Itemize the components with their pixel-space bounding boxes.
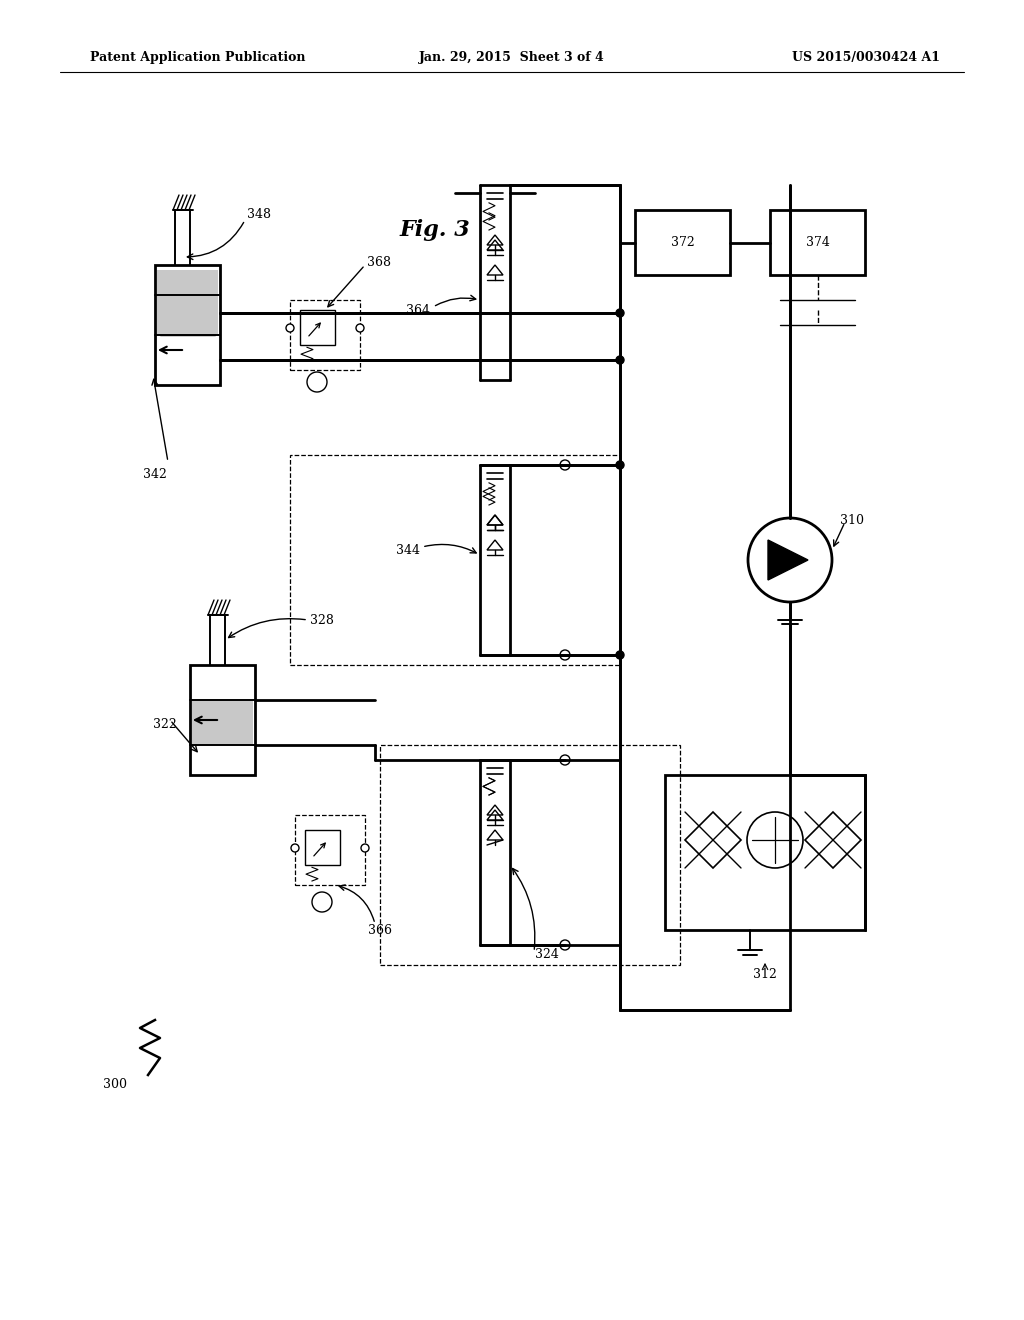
Bar xyxy=(290,300,360,370)
Text: 344: 344 xyxy=(396,544,420,557)
Text: 310: 310 xyxy=(840,513,864,527)
Bar xyxy=(290,455,620,665)
Circle shape xyxy=(748,517,831,602)
Circle shape xyxy=(307,372,327,392)
Text: 348: 348 xyxy=(247,209,271,222)
Text: 312: 312 xyxy=(753,969,777,982)
Circle shape xyxy=(560,459,570,470)
Text: Patent Application Publication: Patent Application Publication xyxy=(90,51,305,65)
Text: 364: 364 xyxy=(406,304,430,317)
Circle shape xyxy=(616,651,624,659)
Circle shape xyxy=(560,649,570,660)
Text: 324: 324 xyxy=(535,949,559,961)
Bar xyxy=(305,830,340,865)
Bar xyxy=(193,700,253,744)
Bar xyxy=(665,775,865,931)
Circle shape xyxy=(286,323,294,333)
Circle shape xyxy=(560,755,570,766)
Bar xyxy=(190,665,255,775)
Bar xyxy=(380,744,680,965)
Circle shape xyxy=(356,323,364,333)
Text: 368: 368 xyxy=(367,256,391,268)
Circle shape xyxy=(312,892,332,912)
Text: 328: 328 xyxy=(310,614,334,627)
Text: US 2015/0030424 A1: US 2015/0030424 A1 xyxy=(792,51,940,65)
Circle shape xyxy=(616,461,624,469)
Text: 372: 372 xyxy=(671,236,694,249)
Circle shape xyxy=(560,940,570,950)
Text: 300: 300 xyxy=(103,1078,127,1092)
Bar xyxy=(635,210,730,275)
Text: 322: 322 xyxy=(154,718,177,731)
Text: 366: 366 xyxy=(368,924,392,936)
Text: 374: 374 xyxy=(806,236,829,249)
Text: 342: 342 xyxy=(143,469,167,482)
Bar xyxy=(157,271,218,335)
Text: Jan. 29, 2015  Sheet 3 of 4: Jan. 29, 2015 Sheet 3 of 4 xyxy=(419,51,605,65)
Circle shape xyxy=(291,843,299,851)
Polygon shape xyxy=(768,540,808,579)
Circle shape xyxy=(361,843,369,851)
Bar xyxy=(155,265,220,385)
Bar xyxy=(300,310,335,345)
Text: Fig. 3: Fig. 3 xyxy=(399,219,470,242)
Bar xyxy=(295,814,365,884)
Bar xyxy=(770,210,865,275)
Circle shape xyxy=(616,309,624,317)
Circle shape xyxy=(616,356,624,364)
